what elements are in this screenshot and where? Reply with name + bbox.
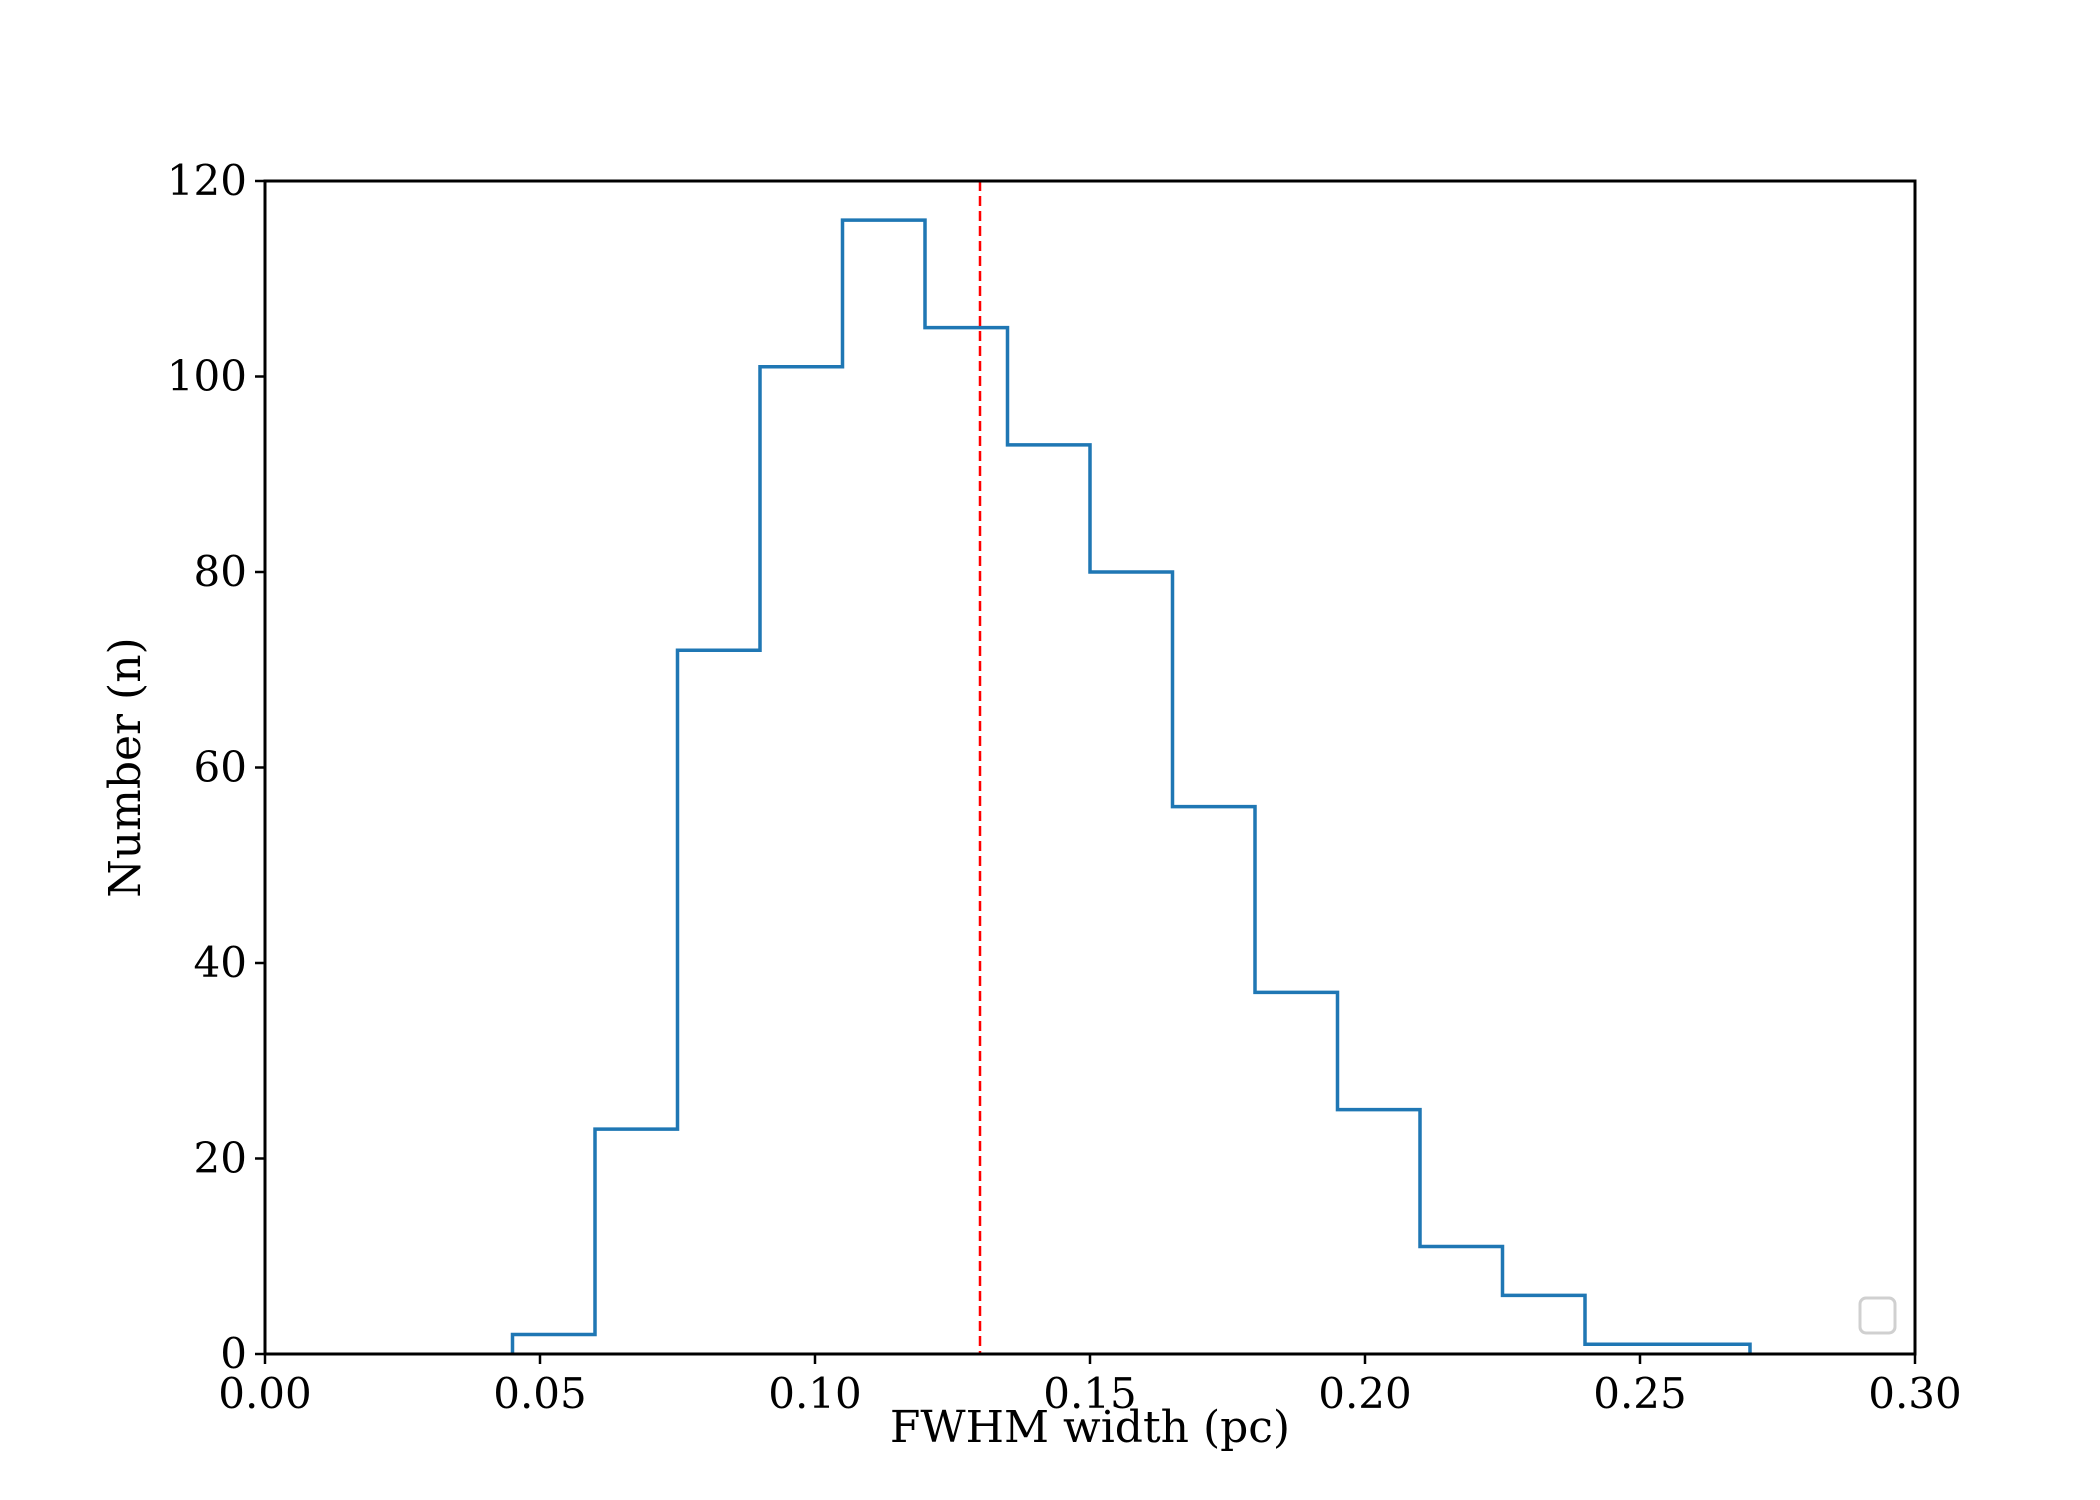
legend — [1858, 1296, 1897, 1335]
x-tick-label: 0.15 — [1043, 1369, 1137, 1418]
x-axis-label: FWHM width (pc) — [890, 1402, 1290, 1453]
y-tick-label: 80 — [194, 547, 247, 596]
axes-frame — [263, 179, 1917, 1356]
y-tick-label: 40 — [194, 938, 247, 987]
plot-area — [510, 181, 1752, 1354]
axis-ticks: 0.00 0.05 0.10 0.15 0.20 0.25 0.30 0 20 40 60 80 100… — [167, 156, 1962, 1418]
legend-box — [1858, 1296, 1897, 1335]
histogram-step-outline — [510, 218, 1752, 1354]
x-tick-label: 0.05 — [493, 1369, 587, 1418]
x-tick-label: 0.30 — [1868, 1369, 1962, 1418]
y-tick-label: 20 — [194, 1134, 247, 1183]
y-tick-label: 120 — [167, 156, 247, 205]
y-tick-label: 0 — [220, 1329, 247, 1378]
x-tick-label: 0.00 — [218, 1369, 312, 1418]
x-tick-label: 0.20 — [1318, 1369, 1412, 1418]
x-tick-label: 0.25 — [1593, 1369, 1687, 1418]
y-tick-label: 60 — [194, 743, 247, 792]
x-tick-label: 0.10 — [768, 1369, 862, 1418]
y-axis-label: Number (n) — [100, 637, 151, 897]
y-tick-label: 100 — [167, 352, 247, 401]
